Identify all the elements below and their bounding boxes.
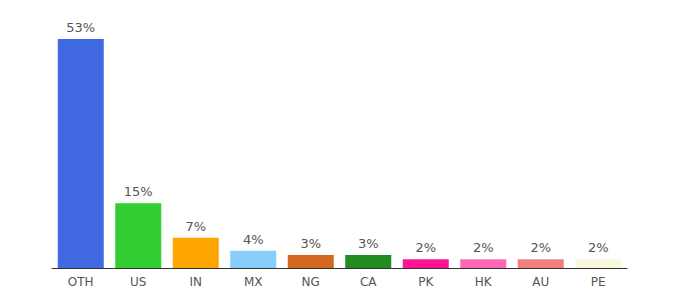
svg-text:3%: 3%	[300, 236, 321, 251]
svg-text:OTH: OTH	[68, 275, 94, 289]
svg-text:MX: MX	[244, 275, 263, 289]
svg-text:NG: NG	[302, 275, 320, 289]
svg-text:HK: HK	[475, 275, 493, 289]
svg-text:PE: PE	[591, 275, 606, 289]
svg-text:2%: 2%	[473, 240, 494, 255]
svg-text:2%: 2%	[530, 240, 551, 255]
svg-text:CA: CA	[360, 275, 377, 289]
svg-text:2%: 2%	[588, 240, 609, 255]
svg-text:15%: 15%	[124, 184, 153, 199]
svg-text:US: US	[130, 275, 146, 289]
svg-text:2%: 2%	[415, 240, 436, 255]
svg-text:7%: 7%	[185, 219, 206, 234]
svg-text:PK: PK	[418, 275, 434, 289]
svg-text:4%: 4%	[243, 232, 264, 247]
svg-text:AU: AU	[532, 275, 549, 289]
svg-text:3%: 3%	[358, 236, 379, 251]
svg-text:IN: IN	[189, 275, 202, 289]
svg-text:53%: 53%	[66, 20, 95, 35]
